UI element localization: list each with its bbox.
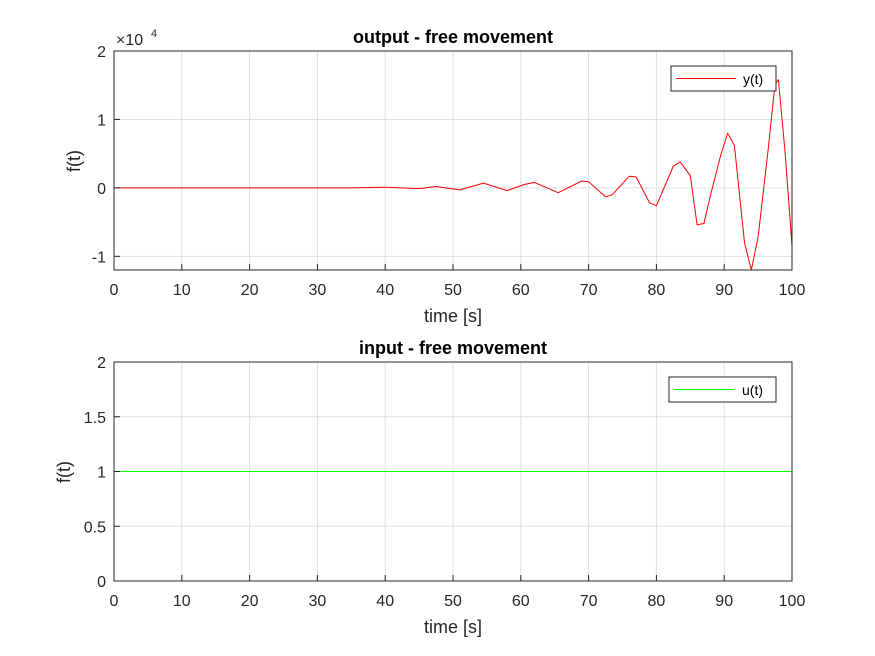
- output-title: output - free movement: [353, 27, 553, 47]
- output-series: [114, 79, 793, 271]
- output-x-axis-label: time [s]: [424, 306, 482, 326]
- output-y-scale-label: ×10: [116, 32, 143, 49]
- output-y-tick-label: -1: [92, 249, 106, 266]
- input-x-tick-label: 60: [512, 593, 530, 610]
- input-x-tick-label: 80: [648, 593, 666, 610]
- input-ytick-labels: 0 0.5 1 1.5 2: [84, 355, 106, 591]
- output-x-tick-label: 50: [444, 282, 462, 299]
- input-x-tick-label: 100: [779, 593, 806, 610]
- input-legend: u(t): [668, 376, 777, 403]
- input-subplot: 0 10 20 30 40 50 60 70 80 90 100 0 0.5 1 1.5 2 input -…: [54, 338, 805, 637]
- output-x-tick-label: 0: [110, 282, 119, 299]
- output-y-tick-label: 2: [97, 44, 106, 61]
- output-x-tick-label: 90: [715, 282, 733, 299]
- input-x-tick-label: 30: [309, 593, 327, 610]
- input-title: input - free movement: [359, 338, 547, 358]
- output-y-axis-label: f(t): [64, 150, 84, 172]
- input-x-tick-label: 70: [580, 593, 598, 610]
- output-ticks: [113, 50, 793, 270]
- output-xtick-labels: 0 10 20 30 40 50 60 70 80 90 100: [110, 282, 806, 299]
- output-x-tick-label: 40: [376, 282, 394, 299]
- input-y-tick-label: 1: [97, 465, 106, 482]
- input-legend-label: u(t): [742, 382, 763, 398]
- output-x-tick-label: 20: [241, 282, 259, 299]
- output-ytick-labels: -1 0 1 2: [92, 44, 106, 266]
- input-x-tick-label: 50: [444, 593, 462, 610]
- input-x-tick-label: 20: [241, 593, 259, 610]
- output-y-tick-label: 1: [97, 112, 106, 129]
- input-xtick-labels: 0 10 20 30 40 50 60 70 80 90 100: [110, 593, 806, 610]
- output-x-tick-label: 80: [648, 282, 666, 299]
- input-y-tick-label: 1.5: [84, 410, 106, 427]
- output-x-tick-label: 60: [512, 282, 530, 299]
- input-x-axis-label: time [s]: [424, 617, 482, 637]
- output-x-tick-label: 100: [779, 282, 806, 299]
- input-x-tick-label: 0: [110, 593, 119, 610]
- input-y-tick-label: 0: [97, 574, 106, 591]
- output-y-scale-exponent: 4: [151, 28, 157, 40]
- input-x-tick-label: 40: [376, 593, 394, 610]
- input-y-tick-label: 2: [97, 355, 106, 372]
- input-y-tick-label: 0.5: [84, 519, 106, 536]
- output-legend: y(t): [670, 65, 777, 92]
- output-x-tick-label: 70: [580, 282, 598, 299]
- input-y-axis-label: f(t): [54, 461, 74, 483]
- output-legend-label: y(t): [743, 71, 763, 87]
- output-y-tick-label: 0: [97, 181, 106, 198]
- input-x-tick-label: 90: [715, 593, 733, 610]
- output-x-tick-label: 30: [309, 282, 327, 299]
- input-ticks: [113, 361, 793, 582]
- output-x-tick-label: 10: [173, 282, 191, 299]
- output-series-line: [114, 79, 793, 271]
- input-x-tick-label: 10: [173, 593, 191, 610]
